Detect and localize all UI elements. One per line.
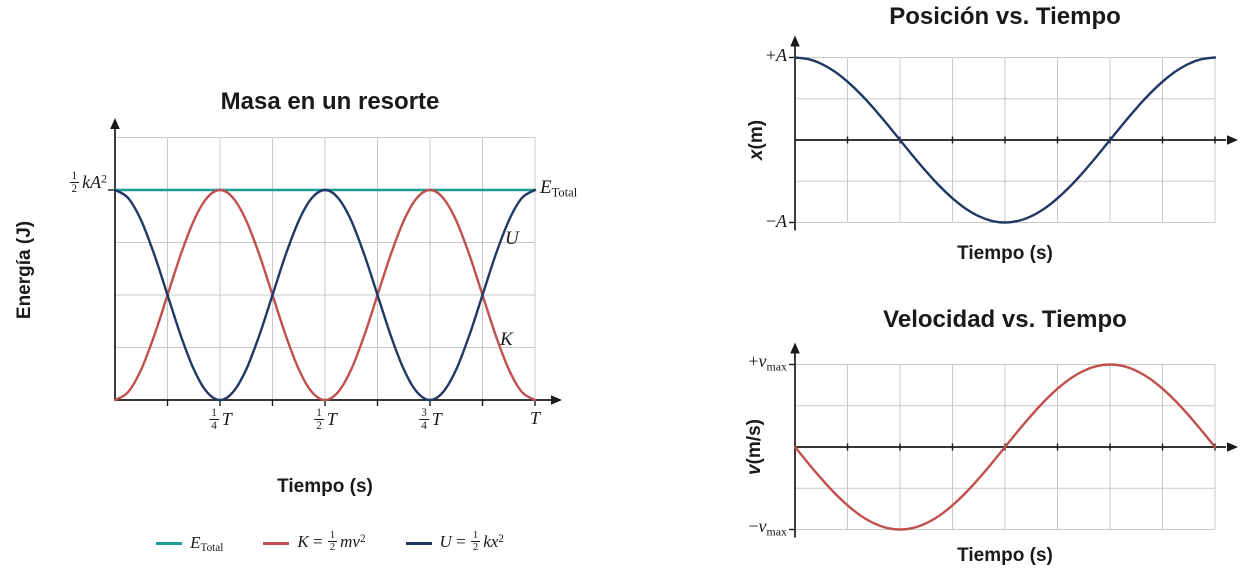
position-ytick-minus-a: −A (765, 211, 787, 231)
position-chart: Posición vs. Tiempo +A −A x(m) Tiempo (s… (700, 0, 1240, 290)
legend-label: U = 1 2 kx2 (439, 529, 504, 554)
curve-u-1-2-kx-2 (113, 188, 537, 402)
position-chart-title: Posición vs. Tiempo (889, 3, 1121, 30)
position-plot (789, 35, 1238, 231)
legend-label: ETotal (190, 533, 224, 555)
position-ytick-plus-a: +A (765, 45, 787, 65)
legend-label: K = 1 2 mv2 (297, 529, 366, 554)
annotation-e-total: ETotal (540, 177, 578, 200)
x-axis-arrow (1227, 442, 1238, 452)
legend-swatch (156, 541, 183, 545)
legend-item: ETotal (156, 533, 224, 555)
x-axis-arrow (551, 395, 562, 405)
energy-plot (108, 118, 562, 406)
curve-x-t-a-cos-2-t-t (793, 56, 1217, 224)
energy-chart-title: Masa en un resorte (220, 88, 440, 115)
position-x-axis-label: Tiempo (s) (957, 243, 1053, 264)
legend-item: K = 1 2 mv2 (263, 529, 366, 555)
legend-swatch (405, 541, 432, 545)
x-axis-arrow (1227, 135, 1238, 145)
y-axis-arrow (110, 118, 120, 129)
position-y-axis-label: x(m) (746, 119, 767, 161)
curve-k-1-2-mv-2 (113, 188, 537, 402)
energy-y-tick-label: 1 2 kA2 (69, 169, 107, 195)
velocity-x-axis-label: Tiempo (s) (957, 545, 1053, 566)
velocity-chart: Velocidad vs. Tiempo +vmax −vmax v(m/s) … (700, 300, 1240, 582)
velocity-chart-title: Velocidad vs. Tiempo (883, 306, 1127, 333)
legend: ETotal K = 1 2 mv2 U = 1 2 kx2 (0, 529, 660, 555)
annotation-k: K (500, 329, 513, 350)
velocity-ytick-minus-vmax: −vmax (748, 516, 787, 539)
energy-x-axis-label: Tiempo (s) (277, 476, 373, 497)
energy-chart: Masa en un resorte 1 2 kA2 Energía (J) Tie… (0, 88, 660, 555)
curve-v-t-v-max-sin-2-t-t (793, 363, 1217, 531)
y-axis-arrow (790, 35, 800, 47)
velocity-ytick-plus-vmax: +vmax (748, 351, 787, 374)
legend-item: U = 1 2 kx2 (405, 529, 504, 555)
legend-swatch (263, 541, 290, 545)
velocity-plot (789, 342, 1238, 538)
y-axis-arrow (790, 342, 800, 354)
velocity-y-axis-label: v(m/s) (744, 419, 765, 475)
energy-y-axis-label: Energía (J) (14, 220, 35, 320)
energy-x-tick-label: T (529, 408, 541, 428)
annotation-u: U (505, 228, 519, 249)
